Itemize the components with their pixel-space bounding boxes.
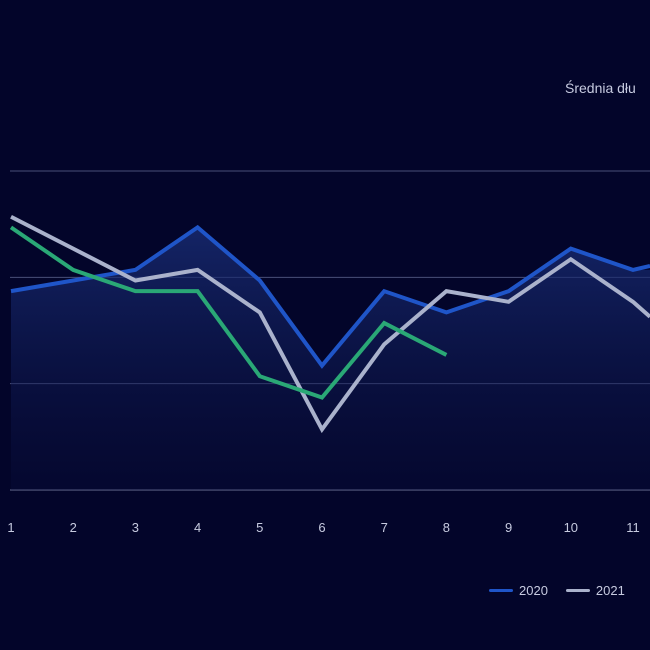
series-line-current [9, 225, 448, 400]
series-line-2020 [10, 224, 650, 369]
x-tick-label: 6 [318, 520, 325, 535]
legend-label: 2020 [519, 583, 548, 598]
legend-swatch [489, 589, 513, 592]
x-axis-ticks: 123456789101112 [7, 520, 640, 535]
series-line-2021 [10, 214, 650, 434]
legend: 2020 2021 [489, 583, 625, 598]
x-tick-label: 2 [70, 520, 77, 535]
x-tick-label: 10 [564, 520, 578, 535]
x-tick-label: 7 [381, 520, 388, 535]
x-tick-label: 1 [7, 520, 14, 535]
x-tick-label: 9 [505, 520, 512, 535]
legend-item-2020[interactable]: 2020 [489, 583, 548, 598]
x-tick-label: 11 [626, 520, 640, 535]
x-tick-label: 5 [256, 520, 263, 535]
chart-subtitle: Średnia dłu [565, 80, 636, 96]
x-tick-label: 4 [194, 520, 201, 535]
x-tick-label: 3 [132, 520, 139, 535]
legend-label: 2021 [595, 583, 625, 598]
x-tick-label: 8 [443, 520, 450, 535]
legend-item-2021[interactable]: 2021 [565, 583, 625, 598]
series-lines [9, 214, 650, 434]
legend-swatch [565, 589, 590, 592]
